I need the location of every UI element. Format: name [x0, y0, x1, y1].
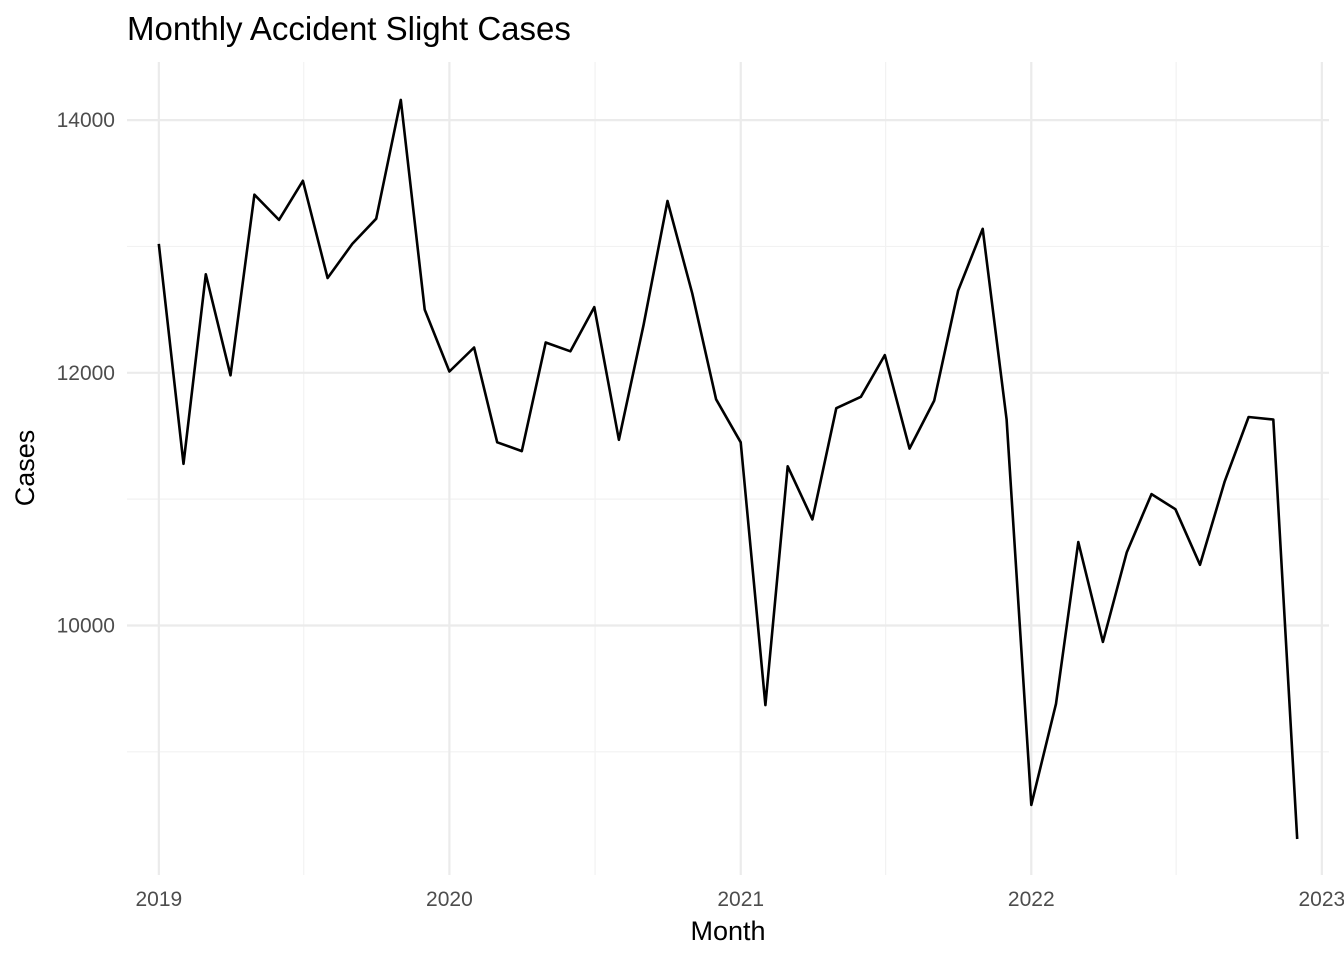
- x-tick-label: 2023: [1298, 888, 1344, 911]
- y-tick-label: 14000: [57, 109, 115, 132]
- series-line: [157, 98, 1299, 840]
- y-axis-title: Cases: [10, 430, 40, 507]
- major-gridlines: [127, 62, 1329, 875]
- y-axis-ticks: 10000 12000 14000: [57, 109, 115, 637]
- x-tick-label: 2021: [717, 888, 764, 911]
- x-axis-ticks: 2019 2020 2021 2022 2023: [135, 888, 1344, 911]
- x-tick-label: 2020: [426, 888, 473, 911]
- minor-gridlines: [127, 62, 1329, 875]
- x-tick-label: 2019: [135, 888, 182, 911]
- chart-title: Monthly Accident Slight Cases: [127, 10, 571, 47]
- y-tick-label: 12000: [57, 362, 115, 385]
- x-axis-title: Month: [690, 916, 765, 946]
- x-tick-label: 2022: [1008, 888, 1055, 911]
- y-tick-label: 10000: [57, 614, 115, 637]
